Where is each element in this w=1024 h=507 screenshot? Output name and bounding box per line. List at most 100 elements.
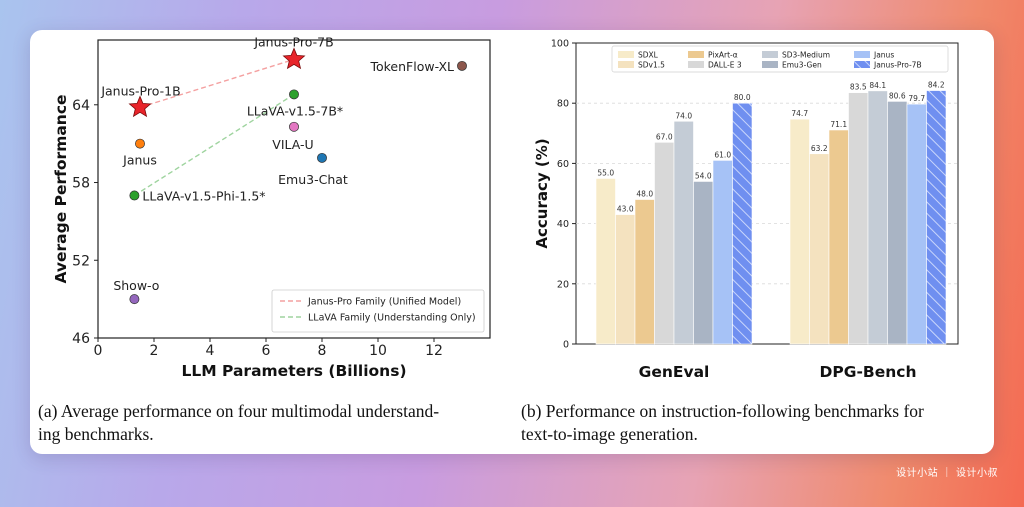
point-label-janus-pro-1b: Janus-Pro-1B [100,83,180,98]
bar-dpg-bench-janus [906,103,927,345]
legend-label-emu3-gen: Emu3-Gen [782,61,822,70]
data-label-geneval-sd3-medium: 74.0 [675,111,692,120]
caption-right-line2: text-to-image generation. [521,424,698,444]
point-janus [135,138,145,149]
caption-left-tag: (a) [38,401,58,421]
bar-dpg-bench-sd3-medium [867,90,888,345]
point-label-llava-v1-5-phi-1-5: LLaVA-v1.5-Phi-1.5* [142,188,265,203]
x-tick-label: 2 [150,343,159,359]
bar-dpg-bench-emu3-gen [887,101,908,345]
legend-label-janus: Janus [873,51,894,60]
category-label-dpg-bench: DPG-Bench [820,363,917,381]
data-label-dpg-bench-janus: 79.7 [908,94,925,103]
x-tick-label: 0 [94,343,103,359]
point-label-tokenflow-xl: TokenFlow-XL [369,59,454,74]
x-tick-label: 4 [206,343,215,359]
data-label-dpg-bench-sdv1-5: 63.2 [811,144,828,153]
bar-geneval-janus [712,160,733,345]
legend-swatch-sdv1-5 [618,61,634,68]
legend-swatch-sd3-medium [762,51,778,58]
data-label-dpg-bench-sdxl: 74.7 [791,109,808,118]
legend-label-janus-pro-7b: Janus-Pro-7B [873,61,922,70]
y-tick-label: 64 [72,98,90,114]
x-tick-label: 10 [369,343,387,359]
caption-right: (b) Performance on instruction-following… [521,400,991,446]
data-label-dpg-bench-janus-pro-7b: 84.2 [928,81,945,90]
bar-dpg-bench-sdv1-5 [809,153,830,345]
caption-right-line1: Performance on instruction-following ben… [545,401,924,421]
point-label-vila-u: VILA-U [272,137,313,152]
legend-label-janus-pro-family-unified-model: Janus-Pro Family (Unified Model) [307,297,461,308]
y-tick-label: 0 [563,340,569,351]
y-tick-label: 40 [557,219,569,230]
bar-dpg-bench-janus-pro-7b [926,90,947,345]
point-janus-pro-1b [128,95,152,118]
y-axis-label: Accuracy (%) [533,138,551,248]
y-tick-label: 60 [557,159,569,170]
data-label-dpg-bench-pixart: 71.1 [830,120,847,129]
bar-geneval-emu3-gen [693,181,714,345]
point-janus-pro-7b [282,47,306,70]
legend-swatch-emu3-gen [762,61,778,68]
point-label-emu3-chat: Emu3-Chat [278,172,348,187]
point-tokenflow-xl [457,60,467,71]
point-vila-u [289,121,299,132]
data-label-geneval-janus: 61.0 [714,150,731,159]
legend-swatch-janus [854,51,870,58]
legend-swatch-sdxl [618,51,634,58]
legend-label-sd3-medium: SD3-Medium [782,51,830,60]
bar-geneval-dall-e-3 [654,142,675,345]
y-tick-label: 58 [72,176,90,192]
bar-dpg-bench-pixart [828,129,849,345]
data-label-geneval-pixart: 48.0 [636,190,653,199]
x-tick-label: 8 [318,343,327,359]
bar-geneval-pixart [634,199,655,345]
trend-line-janus-pro-family-unified-model [139,58,295,109]
legend-swatch-dall-e-3 [688,61,704,68]
bar-dpg-bench-dall-e-3 [848,92,869,345]
y-axis-label: Average Performance [52,94,70,283]
caption-right-tag: (b) [521,401,542,421]
legend-label-pixart: PixArt-α [708,51,738,60]
point-emu3-chat [317,152,327,163]
legend-swatch-pixart [688,51,704,58]
data-label-dpg-bench-sd3-medium: 84.1 [869,81,886,90]
x-tick-label: 12 [425,343,443,359]
point-label-janus-pro-7b: Janus-Pro-7B [253,34,333,49]
category-label-geneval: GenEval [639,363,710,381]
bar-geneval-sd3-medium [673,120,694,345]
caption-left-line2: ing benchmarks. [38,424,154,444]
point-llava-v1-5-phi-1-5 [129,190,140,201]
legend-label-sdv1-5: SDv1.5 [638,61,665,70]
data-label-dpg-bench-emu3-gen: 80.6 [889,91,906,100]
data-label-geneval-emu3-gen: 54.0 [695,171,712,180]
bar-geneval-sdv1-5 [615,214,636,345]
watermark: 设计小站 ｜ 设计小叔 [896,468,998,479]
y-tick-label: 46 [72,331,90,347]
bar-geneval-janus-pro-7b [732,102,753,345]
point-llava-v1-5-7b [289,89,299,100]
data-label-geneval-janus-pro-7b: 80.0 [734,93,751,102]
data-label-geneval-dall-e-3: 67.0 [656,132,673,141]
point-label-show-o: Show-o [113,278,159,293]
y-tick-label: 20 [557,279,569,290]
scatter-legend [271,289,485,333]
data-label-geneval-sdv1-5: 43.0 [617,205,634,214]
bar-dpg-bench-sdxl [789,118,810,345]
legend-swatch-janus-pro-7b [854,61,870,68]
legend-label-dall-e-3: DALL-E 3 [708,61,742,70]
y-tick-label: 80 [557,99,569,110]
bar-geneval-sdxl [595,178,616,345]
legend-label-llava-family-understanding-only: LLaVA Family (Understanding Only) [308,313,476,324]
point-show-o [129,294,140,305]
data-label-dpg-bench-dall-e-3: 83.5 [850,83,867,92]
y-tick-label: 100 [551,39,569,50]
legend-label-sdxl: SDXL [638,51,659,60]
y-tick-label: 52 [72,253,90,269]
x-axis-label: LLM Parameters (Billions) [181,362,406,380]
point-label-llava-v1-5-7b: LLaVA-v1.5-7B* [247,103,343,118]
data-label-geneval-sdxl: 55.0 [597,168,614,177]
caption-left: (a) Average performance on four multimod… [38,400,516,446]
caption-left-line1: Average performance on four multimodal u… [60,401,440,421]
